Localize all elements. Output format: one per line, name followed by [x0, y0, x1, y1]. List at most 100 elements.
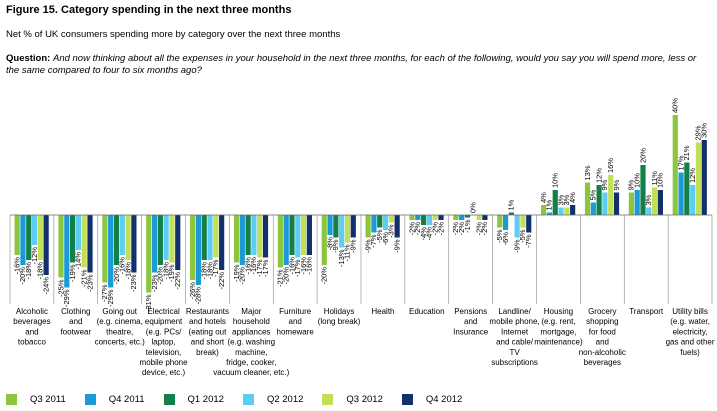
data-label: 11%: [650, 171, 659, 186]
bar: [283, 215, 289, 265]
bar: [113, 215, 120, 265]
bar: [432, 215, 438, 220]
category-label: Education: [409, 307, 445, 316]
bar: [365, 215, 371, 238]
legend-swatch: [401, 394, 413, 405]
data-label: -17%: [261, 259, 270, 277]
category-label: Housing (e.g. rent, mortgage, maintenance): [534, 307, 583, 347]
legend-label: Q3 2011: [30, 394, 66, 405]
bar: [394, 215, 400, 238]
bar: [628, 192, 634, 215]
data-label: -18%: [36, 262, 45, 280]
bar: [684, 162, 690, 215]
data-label: -18%: [205, 262, 214, 280]
data-label: -7%: [524, 234, 533, 248]
data-label: -16%: [243, 257, 252, 275]
bar: [75, 215, 82, 250]
bar: [382, 215, 389, 230]
bar: [514, 215, 520, 238]
bar: [163, 215, 169, 260]
bar: [344, 215, 351, 243]
legend-label: Q4 2012: [425, 394, 463, 405]
legend-swatch: [322, 394, 334, 405]
data-label: 13%: [583, 165, 592, 180]
data-label: -31%: [144, 294, 153, 312]
legend-item: Q1 2012: [163, 394, 224, 405]
bar: [277, 215, 283, 268]
question-label: Question:: [6, 53, 51, 64]
category-label: Utility bills (e.g. water, electricity, gas…: [666, 307, 715, 357]
bar: [146, 215, 152, 293]
data-label: -2%: [413, 222, 422, 236]
bar: [151, 215, 158, 273]
bar: [219, 215, 225, 270]
bar: [546, 212, 553, 215]
legend-item: Q3 2011: [6, 394, 66, 405]
data-label: -2%: [436, 222, 445, 236]
bar: [169, 215, 175, 263]
bar: [14, 215, 20, 255]
bar: [502, 215, 509, 230]
bar: [657, 190, 663, 215]
data-label: -8%: [325, 237, 334, 251]
bar: [339, 215, 345, 248]
category-label: Holidays (long break): [318, 307, 361, 326]
data-label: -9%: [512, 239, 521, 253]
data-label: 3%: [556, 194, 565, 205]
data-label: 20%: [638, 148, 647, 163]
bar: [300, 215, 307, 255]
data-label: -5%: [375, 229, 384, 243]
data-label: -23%: [85, 274, 94, 292]
data-label: -16%: [118, 257, 127, 275]
data-label: -19%: [167, 264, 176, 282]
legend-item: Q4 2011: [84, 394, 145, 405]
legend-label: Q4 2011: [108, 394, 145, 405]
legend-swatch: [163, 394, 175, 405]
data-label: 30%: [700, 123, 709, 138]
bar: [508, 212, 514, 215]
bar: [64, 215, 70, 288]
legend-swatch: [84, 394, 96, 405]
data-label: -13%: [337, 249, 346, 267]
data-label: -4%: [419, 227, 428, 241]
bar: [58, 215, 64, 278]
data-label: -24%: [41, 277, 50, 295]
bar: [421, 215, 427, 225]
bar: [409, 215, 415, 220]
bar: [70, 215, 76, 263]
data-label: -21%: [276, 269, 285, 287]
bar: [695, 142, 702, 215]
data-label: -4%: [425, 227, 434, 241]
data-label: -20%: [112, 267, 121, 285]
bar: [558, 207, 564, 215]
data-label: 21%: [682, 145, 691, 160]
data-label: 16%: [606, 158, 615, 173]
bar: [350, 215, 356, 238]
bar: [295, 215, 301, 258]
data-label: -16%: [305, 257, 314, 275]
bar: [426, 215, 433, 225]
bar: [157, 215, 163, 265]
data-label: -17%: [293, 259, 302, 277]
category-label: Furniture and homeware: [277, 307, 315, 336]
bar: [239, 215, 245, 265]
data-label: -25%: [56, 279, 65, 297]
bar: [31, 215, 38, 245]
data-label: 1%: [507, 199, 516, 210]
bar: [634, 190, 640, 215]
bar: [464, 215, 471, 218]
data-label: -22%: [173, 272, 182, 290]
legend-label: Q3 2012: [346, 394, 383, 405]
data-label: -19%: [68, 264, 77, 282]
chart-legend: Q3 2011 Q4 2011 Q1 2012 Q2 2012 Q3 2012 Q4 20…: [6, 394, 481, 405]
data-label: -12%: [30, 247, 39, 265]
data-label: -9%: [392, 239, 401, 253]
bar: [125, 215, 131, 260]
bar: [175, 215, 181, 270]
data-label: -2%: [474, 222, 483, 236]
data-label: -16%: [299, 257, 308, 275]
category-label: Alcoholic beverages and tobacco: [13, 307, 50, 347]
data-label: -5%: [518, 229, 527, 243]
category-label: Going out (e.g. cinema, theatre, concerts, …: [95, 307, 146, 347]
